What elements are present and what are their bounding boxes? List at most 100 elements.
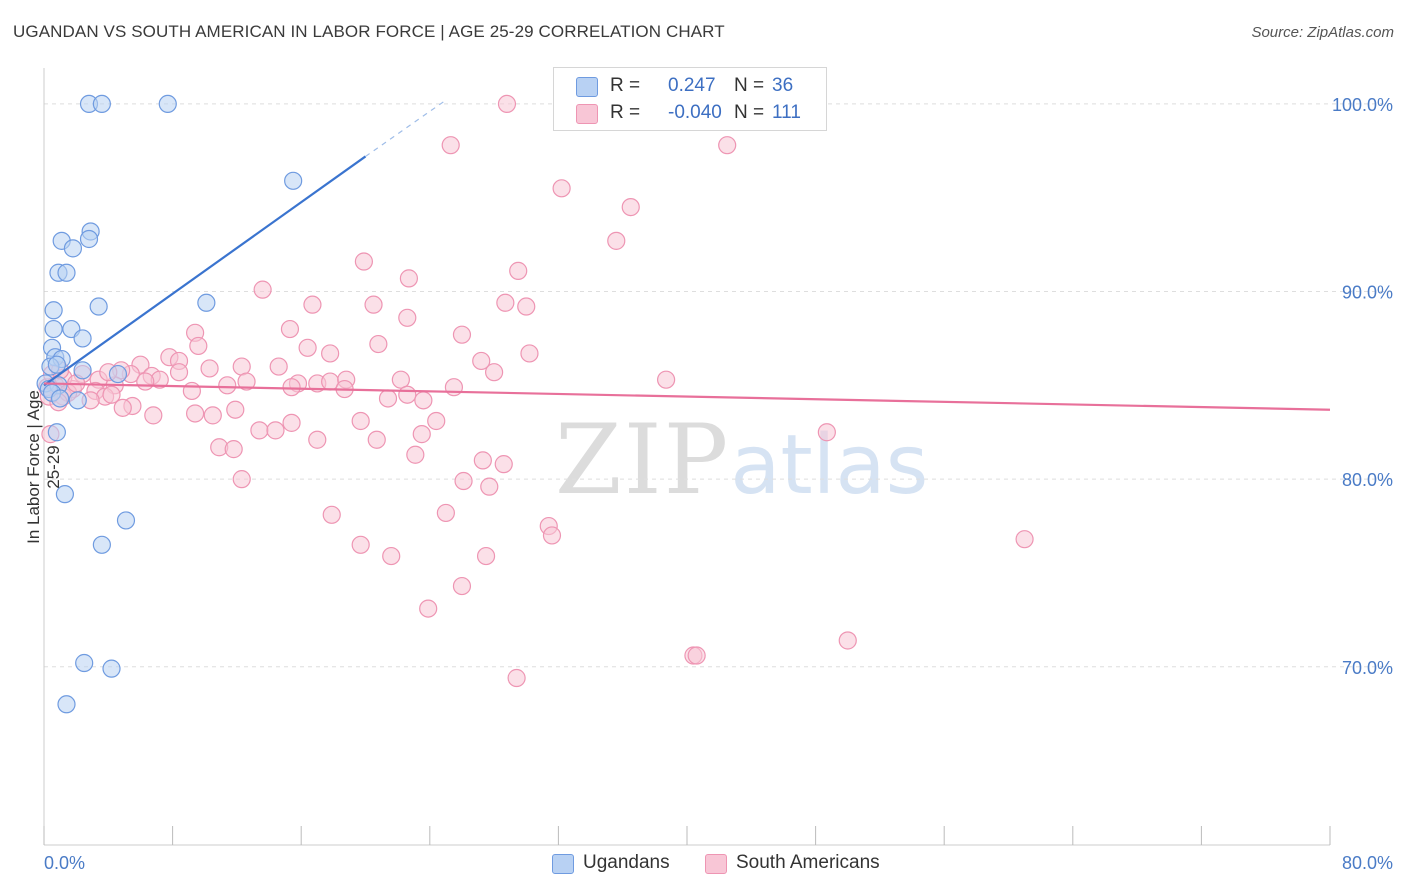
south-american-point [520, 344, 539, 363]
south-american-point [507, 668, 526, 688]
south-american-point [322, 505, 341, 524]
south-american-point [189, 336, 208, 356]
legend-n-label: N = [734, 75, 765, 96]
ugandan-point [116, 511, 136, 530]
south-american-point [282, 378, 301, 397]
south-american-point [444, 378, 464, 397]
south-americans-trend-line [43, 382, 1331, 411]
ugandan-point [50, 389, 70, 408]
south-american-point [497, 94, 517, 114]
south-american-point [398, 385, 417, 404]
south-american-point [224, 440, 243, 459]
south-american-point [102, 385, 121, 404]
south-american-point [687, 646, 706, 665]
tick-labels: 70.0% 80.0% 90.0% 100.0% 0.0% 80.0% [44, 95, 1393, 873]
south-americans-label: South Americans [736, 852, 880, 873]
correlation-legend: R = 0.247 N = 36 R = -0.040 N = 111 [553, 67, 827, 131]
south-american-point [452, 325, 472, 344]
ugandan-point [79, 229, 99, 249]
south-american-point [250, 421, 269, 440]
ugandan-point [89, 297, 108, 316]
south-american-point [473, 451, 492, 470]
south-american-point [480, 477, 499, 496]
south-american-point [621, 197, 640, 217]
south-american-point [218, 376, 237, 395]
south-american-point [364, 295, 383, 314]
ugandan-point [68, 391, 87, 410]
south-american-point [414, 391, 433, 410]
south-american-point [718, 136, 737, 155]
ugandan-point [108, 364, 128, 384]
south-american-point [144, 406, 163, 425]
x-tick-label-min: 0.0% [44, 853, 85, 873]
south-americans-swatch [576, 104, 598, 124]
ugandan-point [63, 239, 83, 258]
y-tick-label: 70.0% [1342, 658, 1393, 678]
south-american-point [412, 425, 431, 444]
south-american-point [441, 136, 460, 155]
watermark-zip: ZIP [555, 404, 731, 516]
south-american-point [494, 455, 513, 474]
south-american-point [321, 344, 340, 363]
south-american-point [354, 252, 373, 271]
ugandan-point [92, 535, 111, 554]
trend-lines [43, 99, 1331, 411]
legend-r-value: 0.247 [668, 75, 716, 96]
ugandans-trend-line [43, 155, 367, 387]
ugandan-point [57, 695, 76, 714]
south-american-point [657, 370, 676, 389]
ugandans-swatch [552, 854, 574, 874]
south-american-point [351, 411, 370, 431]
ugandans-label: Ugandans [583, 852, 670, 873]
south-american-point [282, 413, 301, 432]
south-american-point [182, 381, 201, 401]
south-american-point [136, 372, 155, 391]
y-tick-label: 100.0% [1332, 95, 1393, 115]
source-credit: Source: ZipAtlas.com [1251, 24, 1394, 41]
legend-r-value: -0.040 [668, 102, 722, 123]
legend-n-label: N = [734, 102, 765, 123]
south-american-point [552, 179, 571, 198]
south-american-point [382, 546, 401, 566]
south-american-point [303, 295, 322, 314]
south-american-point [838, 631, 857, 650]
ugandan-point [158, 94, 177, 114]
south-american-point [419, 599, 438, 618]
south-american-point [266, 421, 285, 440]
south-american-point [452, 576, 472, 596]
ugandan-point [47, 423, 66, 442]
chart-title: UGANDAN VS SOUTH AMERICAN IN LABOR FORCE… [13, 22, 725, 41]
ugandan-point [47, 355, 66, 374]
watermark: ZIPatlas [555, 404, 928, 516]
y-axis-label: In Labor Force | Age 25-29 [24, 390, 63, 544]
south-american-point [298, 338, 317, 357]
south-american-point [169, 363, 189, 382]
south-american-point [485, 363, 504, 382]
south-american-point [406, 445, 425, 464]
south-american-point [542, 526, 562, 545]
south-american-point [113, 398, 132, 417]
ugandans-points [36, 94, 303, 714]
ugandan-point [44, 301, 63, 320]
south-american-point [476, 546, 496, 566]
south-american-point [427, 411, 446, 431]
ugandan-point [73, 329, 92, 348]
south-americans-points [38, 94, 1034, 688]
south-american-point [203, 406, 222, 425]
south-american-point [269, 357, 288, 376]
x-tick-label-max: 80.0% [1342, 853, 1393, 873]
south-american-point [226, 400, 245, 419]
south-american-point [253, 280, 272, 299]
south-american-point [1015, 530, 1034, 549]
south-americans-swatch [705, 854, 727, 874]
south-american-point [237, 372, 256, 391]
south-american-point [232, 470, 251, 489]
south-american-point [454, 471, 473, 491]
ugandan-point [55, 485, 74, 504]
ugandan-point [57, 263, 76, 282]
ugandan-point [102, 659, 121, 678]
ugandan-point [75, 653, 94, 673]
y-tick-label: 80.0% [1342, 470, 1393, 490]
ugandan-point [92, 94, 111, 114]
south-american-point [817, 423, 836, 442]
